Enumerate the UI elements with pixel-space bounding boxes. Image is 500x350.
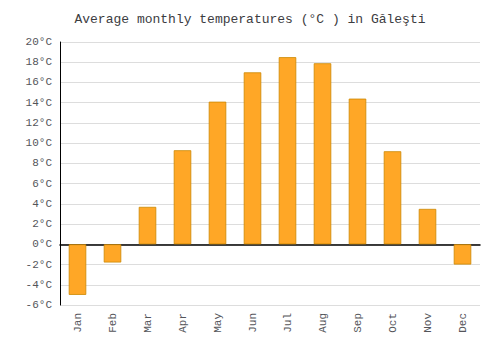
svg-text:Sep: Sep <box>352 313 364 333</box>
svg-text:Feb: Feb <box>107 313 119 333</box>
svg-text:14°C: 14°C <box>26 97 53 109</box>
svg-text:4°C: 4°C <box>32 198 52 210</box>
svg-text:-6°C: -6°C <box>26 299 53 311</box>
svg-text:Nov: Nov <box>422 313 434 333</box>
svg-text:Jun: Jun <box>247 313 259 333</box>
svg-text:Average monthly temperatures (: Average monthly temperatures (°C ) in Gă… <box>74 12 425 27</box>
svg-text:Jan: Jan <box>72 313 84 333</box>
svg-text:Jul: Jul <box>282 313 294 333</box>
svg-text:0°C: 0°C <box>32 238 52 250</box>
svg-text:16°C: 16°C <box>26 76 53 88</box>
svg-text:-2°C: -2°C <box>26 259 53 271</box>
svg-text:8°C: 8°C <box>32 157 52 169</box>
svg-text:12°C: 12°C <box>26 117 53 129</box>
svg-text:-4°C: -4°C <box>26 279 53 291</box>
svg-text:May: May <box>212 313 224 333</box>
svg-text:10°C: 10°C <box>26 137 53 149</box>
svg-text:Oct: Oct <box>387 313 399 333</box>
svg-text:Mar: Mar <box>142 313 154 333</box>
svg-text:Aug: Aug <box>317 313 329 333</box>
svg-text:6°C: 6°C <box>32 178 52 190</box>
svg-text:Apr: Apr <box>177 313 189 333</box>
svg-text:Dec: Dec <box>457 313 469 333</box>
svg-text:20°C: 20°C <box>26 36 53 48</box>
svg-text:18°C: 18°C <box>26 56 53 68</box>
svg-text:2°C: 2°C <box>32 218 52 230</box>
